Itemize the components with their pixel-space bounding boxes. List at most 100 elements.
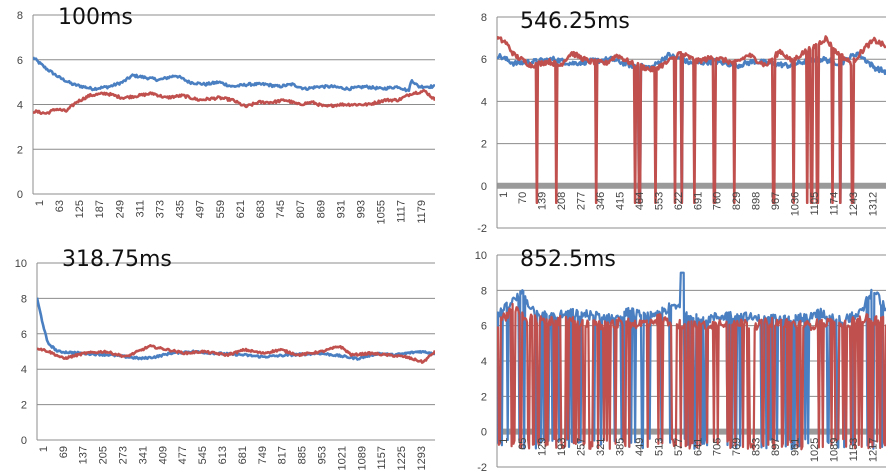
x-tick-label: 613 (217, 446, 229, 464)
x-tick-label: 1105 (809, 192, 821, 216)
x-tick-label: 1157 (376, 446, 388, 470)
chart-546ms: 546.25ms -2 0 2 4 6 8 1 70 139 208 277 346 415 484 553… (477, 9, 886, 235)
y-tick-label: 4 (481, 96, 487, 108)
x-tick-label: 208 (556, 192, 568, 210)
chart-852ms: 852.5ms -2 0 2 4 6 8 10 1 65 129 193 257 321 385 449 51… (475, 247, 886, 474)
series-line-blue (33, 56, 435, 93)
x-tick-label: 70 (517, 192, 529, 204)
x-tick-label: 346 (595, 192, 607, 210)
x-tick-label: 993 (356, 200, 368, 218)
x-tick-label: 125 (74, 200, 86, 218)
y-tick-label: 6 (17, 55, 23, 67)
x-tick-label: 953 (316, 446, 328, 464)
x-tick-label: 1225 (396, 446, 408, 470)
chart-318ms: 318.75ms 0 2 4 6 8 10 1 69 137 205 273 341 409 477 545… (15, 247, 435, 470)
x-tick-label: 1243 (848, 192, 860, 216)
series-line-red (37, 344, 435, 364)
x-tick-label: 622 (673, 192, 685, 210)
x-tick-label: 65 (517, 438, 529, 450)
x-tick-label: 513 (653, 438, 665, 456)
x-tick-label: 1 (34, 200, 46, 206)
x-tick-label: 1293 (416, 446, 428, 470)
x-tick-label: 869 (315, 200, 327, 218)
series-line-red (497, 35, 886, 204)
x-tick-label: 807 (295, 200, 307, 218)
x-tick-label: 553 (653, 192, 665, 210)
y-tick-label: 0 (481, 181, 487, 193)
y-tick-label: 0 (481, 427, 487, 439)
x-tick-label: 1089 (828, 438, 840, 462)
x-tick-label: 760 (712, 192, 724, 210)
y-tick-label: 8 (481, 12, 487, 24)
x-tick-label: 249 (114, 200, 126, 218)
x-tick-label: 1174 (828, 192, 840, 216)
x-tick-label: 1153 (848, 438, 860, 462)
x-tick-label: 205 (98, 446, 110, 464)
x-tick-label: 898 (751, 192, 763, 210)
x-tick-label: 1036 (790, 192, 802, 216)
x-tick-label: 69 (58, 446, 70, 458)
x-tick-label: 829 (731, 192, 743, 210)
y-tick-label: 6 (481, 54, 487, 66)
chart-title: 100ms (58, 5, 133, 30)
y-tick-label: 4 (481, 356, 487, 368)
y-tick-label: 8 (17, 10, 23, 22)
x-tick-label: 691 (692, 192, 704, 210)
x-tick-label: 435 (175, 200, 187, 218)
y-tick-label: 8 (481, 285, 487, 297)
x-tick-label: 341 (137, 446, 149, 464)
x-tick-label: 63 (54, 200, 66, 212)
x-tick-label: 1 (498, 192, 510, 198)
series-line-blue (497, 51, 886, 204)
x-tick-label: 484 (634, 192, 646, 210)
x-tick-label: 129 (537, 438, 549, 456)
y-tick-label: 2 (17, 144, 23, 156)
x-tick-label: 311 (134, 200, 146, 218)
x-tick-label: 745 (275, 200, 287, 218)
x-tick-label: 373 (155, 200, 167, 218)
x-tick-label: 477 (177, 446, 189, 464)
chart-title: 318.75ms (62, 247, 172, 272)
x-tick-label: 277 (576, 192, 588, 210)
x-tick-label: 449 (634, 438, 646, 456)
chart-title: 852.5ms (520, 247, 616, 272)
x-tick-label: 1312 (867, 192, 879, 216)
y-tick-label: 2 (481, 139, 487, 151)
x-tick-label: 497 (195, 200, 207, 218)
x-tick-label: 257 (576, 438, 588, 456)
x-tick-label: 967 (770, 192, 782, 210)
chart-100ms: 100ms 0 2 4 6 8 1 63 125 187 249 311 373 435 497 559 62… (17, 5, 435, 224)
x-tick-label: 817 (277, 446, 289, 464)
x-tick-label: 1025 (809, 438, 821, 462)
x-tick-label: 193 (556, 438, 568, 456)
x-tick-label: 409 (157, 446, 169, 464)
x-tick-label: 1 (38, 446, 50, 452)
x-tick-label: 1217 (867, 438, 879, 462)
x-tick-label: 885 (297, 446, 309, 464)
x-tick-label: 545 (197, 446, 209, 464)
y-tick-label: 6 (21, 329, 27, 341)
series-line-blue (497, 271, 886, 451)
y-tick-label: 10 (15, 258, 27, 270)
x-tick-label: 705 (712, 438, 724, 456)
y-tick-label: 2 (21, 400, 27, 412)
x-tick-label: 961 (790, 438, 802, 456)
x-tick-label: 897 (770, 438, 782, 456)
chart-title: 546.25ms (520, 9, 630, 34)
y-tick-label: 4 (17, 100, 23, 112)
x-tick-label: 321 (595, 438, 607, 456)
x-tick-label: 931 (335, 200, 347, 218)
series-line-blue (37, 297, 435, 361)
x-tick-label: 577 (673, 438, 685, 456)
y-tick-label: -2 (477, 223, 487, 235)
x-tick-label: 769 (731, 438, 743, 456)
y-tick-label: 6 (481, 321, 487, 333)
x-tick-label: 1089 (356, 446, 368, 470)
x-tick-label: 683 (255, 200, 267, 218)
y-tick-label: 8 (21, 293, 27, 305)
y-tick-label: -2 (477, 462, 487, 474)
x-tick-label: 415 (614, 192, 626, 210)
x-tick-label: 833 (751, 438, 763, 456)
x-tick-label: 1055 (376, 200, 388, 224)
